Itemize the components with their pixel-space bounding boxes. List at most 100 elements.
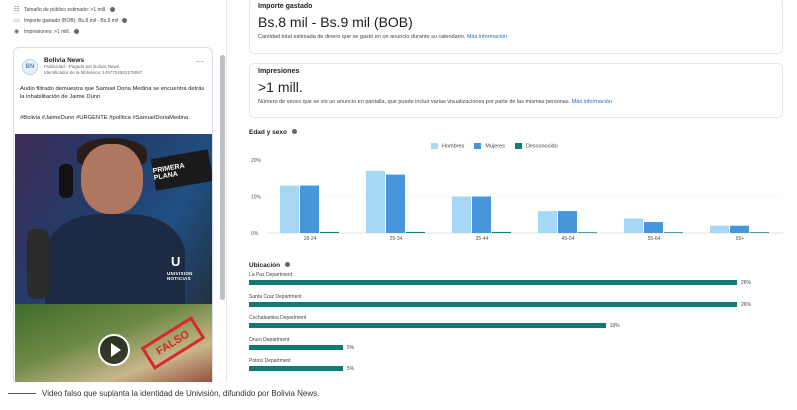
bar-mujeres-55-64[interactable]	[644, 222, 663, 233]
chart-legend: Hombres Mujeres Desconocido	[431, 143, 558, 149]
play-button[interactable]	[98, 334, 130, 366]
bar-hombres-18-24[interactable]	[280, 185, 299, 233]
more-options-icon[interactable]: ···	[196, 57, 204, 66]
bar-desconocido-55-64[interactable]	[664, 232, 683, 233]
ad-video[interactable]: PRIMERA PLANA U UNIVISION NOTICIAS FALSO	[15, 134, 212, 382]
bar-desconocido-18-24[interactable]	[320, 231, 339, 233]
location-label: Potosí Department	[249, 358, 291, 364]
x-tick-label: 25-34	[390, 236, 403, 242]
ad-stat-label: Importe gastado (BOB): Bs.8 mil - Bs.9 m…	[24, 17, 119, 24]
importe-value: Bs.8 mil - Bs.9 mil (BOB)	[258, 14, 413, 30]
edad-sexo-label: Edad y sexo	[249, 129, 287, 136]
bar-mujeres-35-44[interactable]	[472, 196, 491, 234]
location-value: 5%	[346, 344, 355, 351]
person-head	[81, 144, 143, 214]
eye-icon: ◉	[14, 29, 20, 35]
legend-item[interactable]: Hombres	[431, 143, 464, 149]
info-icon[interactable]	[122, 18, 128, 23]
location-value: 19%	[609, 323, 620, 329]
video-frame-studio: PRIMERA PLANA U UNIVISION NOTICIAS	[15, 134, 212, 314]
location-bar[interactable]	[249, 344, 343, 350]
legend-swatch	[514, 143, 522, 149]
legend-label: Desconocido	[525, 143, 558, 150]
ad-text: Audio filtrado demuestra que Samuel Dori…	[20, 86, 205, 100]
bar-desconocido-45-54[interactable]	[578, 232, 597, 233]
info-icon[interactable]	[284, 262, 290, 267]
importe-card: Importe gastado Bs.8 mil - Bs.9 mil (BOB…	[249, 0, 783, 54]
y-tick-label: 10%	[251, 195, 262, 201]
legend-swatch	[474, 143, 482, 149]
bar-desconocido-65+[interactable]	[750, 232, 769, 233]
x-tick-label: 18-24	[304, 236, 317, 242]
info-icon[interactable]	[74, 29, 79, 34]
impresiones-desc-text: Número de veces que se vio un anuncio en…	[258, 99, 571, 105]
left-scrollbar[interactable]	[220, 55, 225, 300]
ad-card: BN Bolivia News Publicidad · Pagado por …	[13, 47, 213, 382]
page-name[interactable]: Bolivia News	[44, 57, 85, 64]
impresiones-card: Impresiones >1 mill. Número de veces que…	[249, 63, 783, 118]
bar-hombres-25-34[interactable]	[366, 170, 385, 233]
univision-logo: U	[171, 254, 181, 269]
bar-desconocido-25-34[interactable]	[406, 231, 425, 233]
location-value: 5%	[346, 366, 355, 372]
bar-desconocido-35-44[interactable]	[492, 231, 511, 233]
edad-sexo-title: Edad y sexo	[249, 129, 297, 136]
bar-hombres-55-64[interactable]	[624, 218, 643, 233]
page-logo[interactable]: BN	[22, 59, 38, 75]
ad-header: BN Bolivia News Publicidad · Pagado por …	[14, 48, 212, 81]
caption-rule	[8, 393, 36, 394]
location-bar[interactable]	[249, 323, 606, 328]
studio-sign: PRIMERA PLANA	[150, 149, 212, 191]
location-label: Oruro Department	[249, 336, 290, 343]
importe-desc: Cantidad total estimada de dinero que se…	[258, 34, 774, 40]
ad-preview-panel: ☷ Tamaño de público estimado: >1 mill. ▭ Im…	[0, 0, 227, 382]
legend-item[interactable]: Desconocido	[514, 143, 558, 150]
legend-label: Hombres	[442, 143, 465, 150]
ad-stat-row: ◉ Impresiones: >1 mill.	[0, 26, 226, 37]
info-icon[interactable]	[110, 7, 116, 12]
location-bar[interactable]	[249, 280, 737, 285]
bar-mujeres-45-54[interactable]	[558, 211, 577, 233]
y-tick-label: 0%	[251, 231, 259, 237]
x-tick-label: 65+	[736, 236, 745, 242]
location-label: Cochabamba Department	[249, 315, 307, 321]
bar-mujeres-25-34[interactable]	[386, 174, 405, 233]
ad-hashtags: #Bolivia #JaimeDunn #URGENTE #política #…	[20, 115, 189, 121]
play-icon	[110, 343, 121, 357]
person-body	[45, 214, 185, 314]
y-tick-label: 20%	[251, 158, 262, 164]
impresiones-value: >1 mill.	[258, 79, 303, 95]
bar-hombres-35-44[interactable]	[452, 196, 471, 234]
ubicacion-title: Ubicación	[249, 262, 290, 269]
location-value: 26%	[741, 280, 752, 286]
location-row: Potosí Department 5%	[249, 358, 783, 372]
location-row: Oruro Department 5%	[249, 336, 783, 351]
bar-mujeres-65+[interactable]	[730, 225, 749, 233]
caption: Video falso que suplanta la identidad de…	[8, 389, 319, 398]
ad-stat-label: Tamaño de público estimado: >1 mill.	[24, 6, 107, 13]
legend-item[interactable]: Mujeres	[474, 143, 505, 149]
x-tick-label: 55-64	[648, 236, 661, 242]
ad-stats: ☷ Tamaño de público estimado: >1 mill. ▭ Im…	[0, 0, 226, 37]
importe-desc-text: Cantidad total estimada de dinero que se…	[258, 34, 466, 40]
headphone-icon	[59, 164, 73, 198]
impresiones-more-link[interactable]: Más información	[571, 99, 613, 105]
location-row: Santa Cruz Department 26%	[249, 294, 783, 308]
location-row: La Paz Department 26%	[249, 272, 783, 286]
location-bar[interactable]	[249, 366, 343, 371]
ad-stat-row: ☷ Tamaño de público estimado: >1 mill.	[0, 4, 226, 15]
univision-wordmark: UNIVISION NOTICIAS	[167, 271, 193, 281]
bar-hombres-45-54[interactable]	[538, 211, 557, 233]
impresiones-desc: Número de veces que se vio un anuncio en…	[258, 99, 774, 105]
audience-icon: ☷	[14, 7, 20, 13]
x-tick-label: 45-54	[562, 236, 575, 242]
bar-hombres-65+[interactable]	[710, 225, 729, 233]
info-icon[interactable]	[291, 129, 297, 134]
ubicacion-label: Ubicación	[249, 262, 281, 269]
legend-label: Mujeres	[485, 143, 505, 150]
importe-more-link[interactable]: Más información	[466, 34, 508, 40]
location-value: 26%	[741, 301, 752, 308]
location-bar[interactable]	[249, 301, 737, 307]
bar-mujeres-18-24[interactable]	[300, 185, 319, 233]
location-row: Cochabamba Department 19%	[249, 315, 783, 329]
